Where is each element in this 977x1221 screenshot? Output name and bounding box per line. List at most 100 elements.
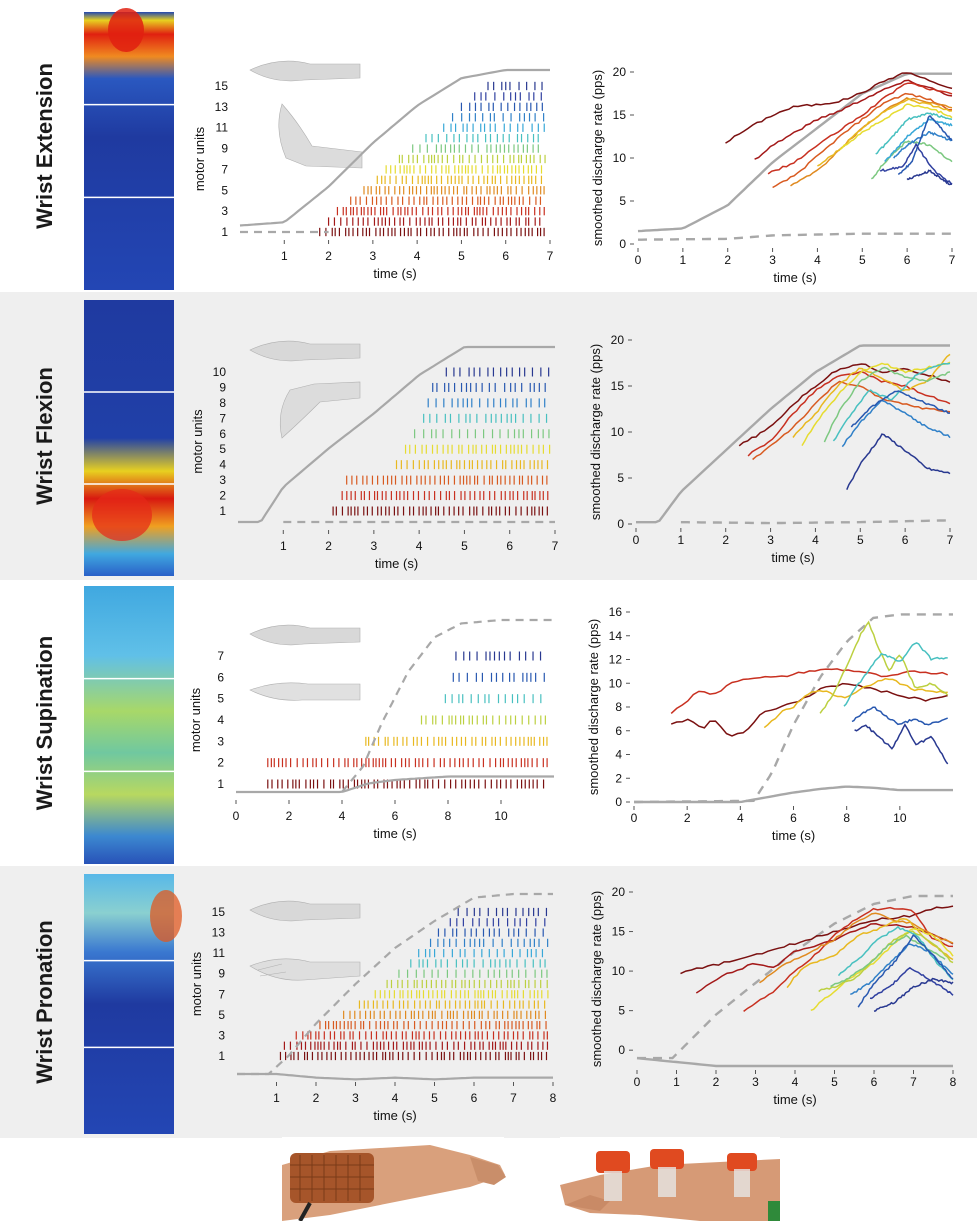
y-tick-label: 20 (611, 333, 625, 347)
x-axis-title: time (s) (373, 1108, 416, 1123)
discharge-rate-series (869, 966, 954, 1000)
force-trace-dashed (634, 613, 953, 804)
motor-unit-spike-train (410, 959, 546, 968)
y-axis-title: smoothed discharge rate (pps) (586, 619, 601, 795)
y-tick-label: 15 (613, 108, 627, 122)
force-trace-dashed (680, 519, 951, 525)
row-label: Wrist Pronation (32, 920, 57, 1083)
x-tick-label: 7 (949, 253, 956, 267)
x-axis-title: time (s) (773, 1092, 816, 1107)
discharge-rate-series (884, 118, 953, 162)
y-tick-label: 8 (219, 396, 226, 410)
hand-pose-illustration (249, 624, 361, 701)
discharge-rate-series (839, 103, 953, 151)
y-tick-label: 1 (221, 225, 228, 239)
y-tick-label: 7 (221, 162, 228, 176)
x-tick-label: 1 (273, 1091, 280, 1105)
x-tick-label: 6 (471, 1091, 478, 1105)
y-tick-label: 1 (218, 1049, 225, 1063)
force-trace-dashed (237, 892, 553, 1076)
y-tick-label: 9 (219, 380, 226, 394)
discharge-rate-series (752, 380, 951, 461)
discharge-rate-series (819, 620, 949, 714)
wireless-sensors-photo (560, 1137, 780, 1221)
motor-unit-spike-train (444, 694, 542, 704)
y-tick-label: 1 (219, 504, 226, 518)
discharge-rate-series (801, 361, 951, 446)
motor-unit-spike-train (365, 736, 548, 746)
y-tick-label: 3 (217, 734, 224, 748)
motor-unit-spike-train (398, 969, 548, 978)
x-tick-label: 7 (547, 249, 554, 263)
discharge-rate-series (810, 928, 954, 1012)
x-axis-title: time (s) (772, 828, 815, 843)
y-tick-label: 14 (609, 629, 623, 643)
x-tick-label: 3 (352, 1091, 359, 1105)
raster-plot: 0 2 4 6 8 10 time (s) motor units 1 2 3 4 5 6 7 (188, 618, 554, 841)
force-trace-dashed (638, 232, 952, 241)
hd-emg-array-photo (282, 1137, 506, 1221)
motor-unit-spike-train (386, 979, 548, 989)
motor-unit-spike-train (404, 444, 551, 454)
motor-unit-spike-train (279, 1051, 548, 1061)
motor-unit-spike-train (358, 1000, 546, 1009)
x-tick-label: 7 (510, 1091, 517, 1105)
x-tick-label: 6 (904, 253, 911, 267)
x-axis-title: time (s) (771, 550, 814, 565)
x-tick-label: 8 (950, 1075, 957, 1089)
row-wrist-supination: Wrist Supination 0 2 4 6 8 10 time (s) motor uni… (0, 580, 977, 866)
discharge-rate-series (843, 642, 948, 707)
heatmap (84, 874, 182, 1134)
discharge-rate-series (906, 169, 953, 186)
x-tick-label: 6 (871, 1075, 878, 1089)
row-wrist-flexion: Wrist Flexion 1 2 3 4 5 6 7 time (s) motor units 1… (0, 292, 977, 580)
heatmap-image (84, 12, 174, 290)
motor-unit-spike-train (423, 413, 548, 423)
x-tick-label: 4 (339, 809, 346, 823)
motor-unit-spike-train (451, 113, 545, 122)
y-axis-title: motor units (190, 409, 205, 474)
x-tick-label: 3 (767, 533, 774, 547)
x-tick-label: 4 (812, 533, 819, 547)
discharge-rate-series (743, 906, 954, 1012)
discharge-rate-series (837, 925, 954, 981)
y-tick-label: 5 (618, 1004, 625, 1018)
y-tick-label: 13 (212, 926, 226, 940)
y-axis-title: motor units (188, 687, 203, 752)
discharge-rate-series (670, 668, 948, 714)
motor-unit-spike-train (443, 123, 545, 132)
motor-unit-spike-train (327, 217, 541, 226)
motor-unit-spike-train (455, 651, 542, 661)
y-axis-title: motor units (189, 951, 204, 1016)
heatmap (84, 8, 174, 290)
x-tick-label: 2 (722, 533, 729, 547)
motor-unit-spike-train (425, 133, 539, 143)
discharge-rate-series (832, 362, 951, 442)
y-tick-label: 20 (613, 65, 627, 79)
x-axis-title: time (s) (375, 556, 418, 571)
x-tick-label: 6 (506, 539, 513, 553)
discharge-rate-series (893, 131, 953, 159)
force-trace-solid (636, 344, 950, 524)
heatmap (84, 586, 174, 864)
x-tick-label: 2 (286, 809, 293, 823)
discharge-rate-series (747, 370, 951, 457)
y-tick-label: 5 (218, 1008, 225, 1022)
force-trace-solid (239, 68, 550, 227)
motor-unit-spike-train (487, 81, 543, 91)
discharge-rate-series (857, 934, 954, 1008)
discharge-rate-series (841, 399, 951, 448)
y-tick-label: 0 (619, 237, 626, 251)
x-tick-label: 0 (633, 533, 640, 547)
x-tick-label: 2 (713, 1075, 720, 1089)
y-tick-label: 7 (217, 649, 224, 663)
y-tick-label: 15 (611, 379, 625, 393)
x-tick-label: 0 (635, 253, 642, 267)
x-tick-label: 5 (458, 249, 465, 263)
x-tick-label: 3 (769, 253, 776, 267)
x-tick-label: 7 (947, 533, 954, 547)
x-tick-label: 1 (280, 539, 287, 553)
